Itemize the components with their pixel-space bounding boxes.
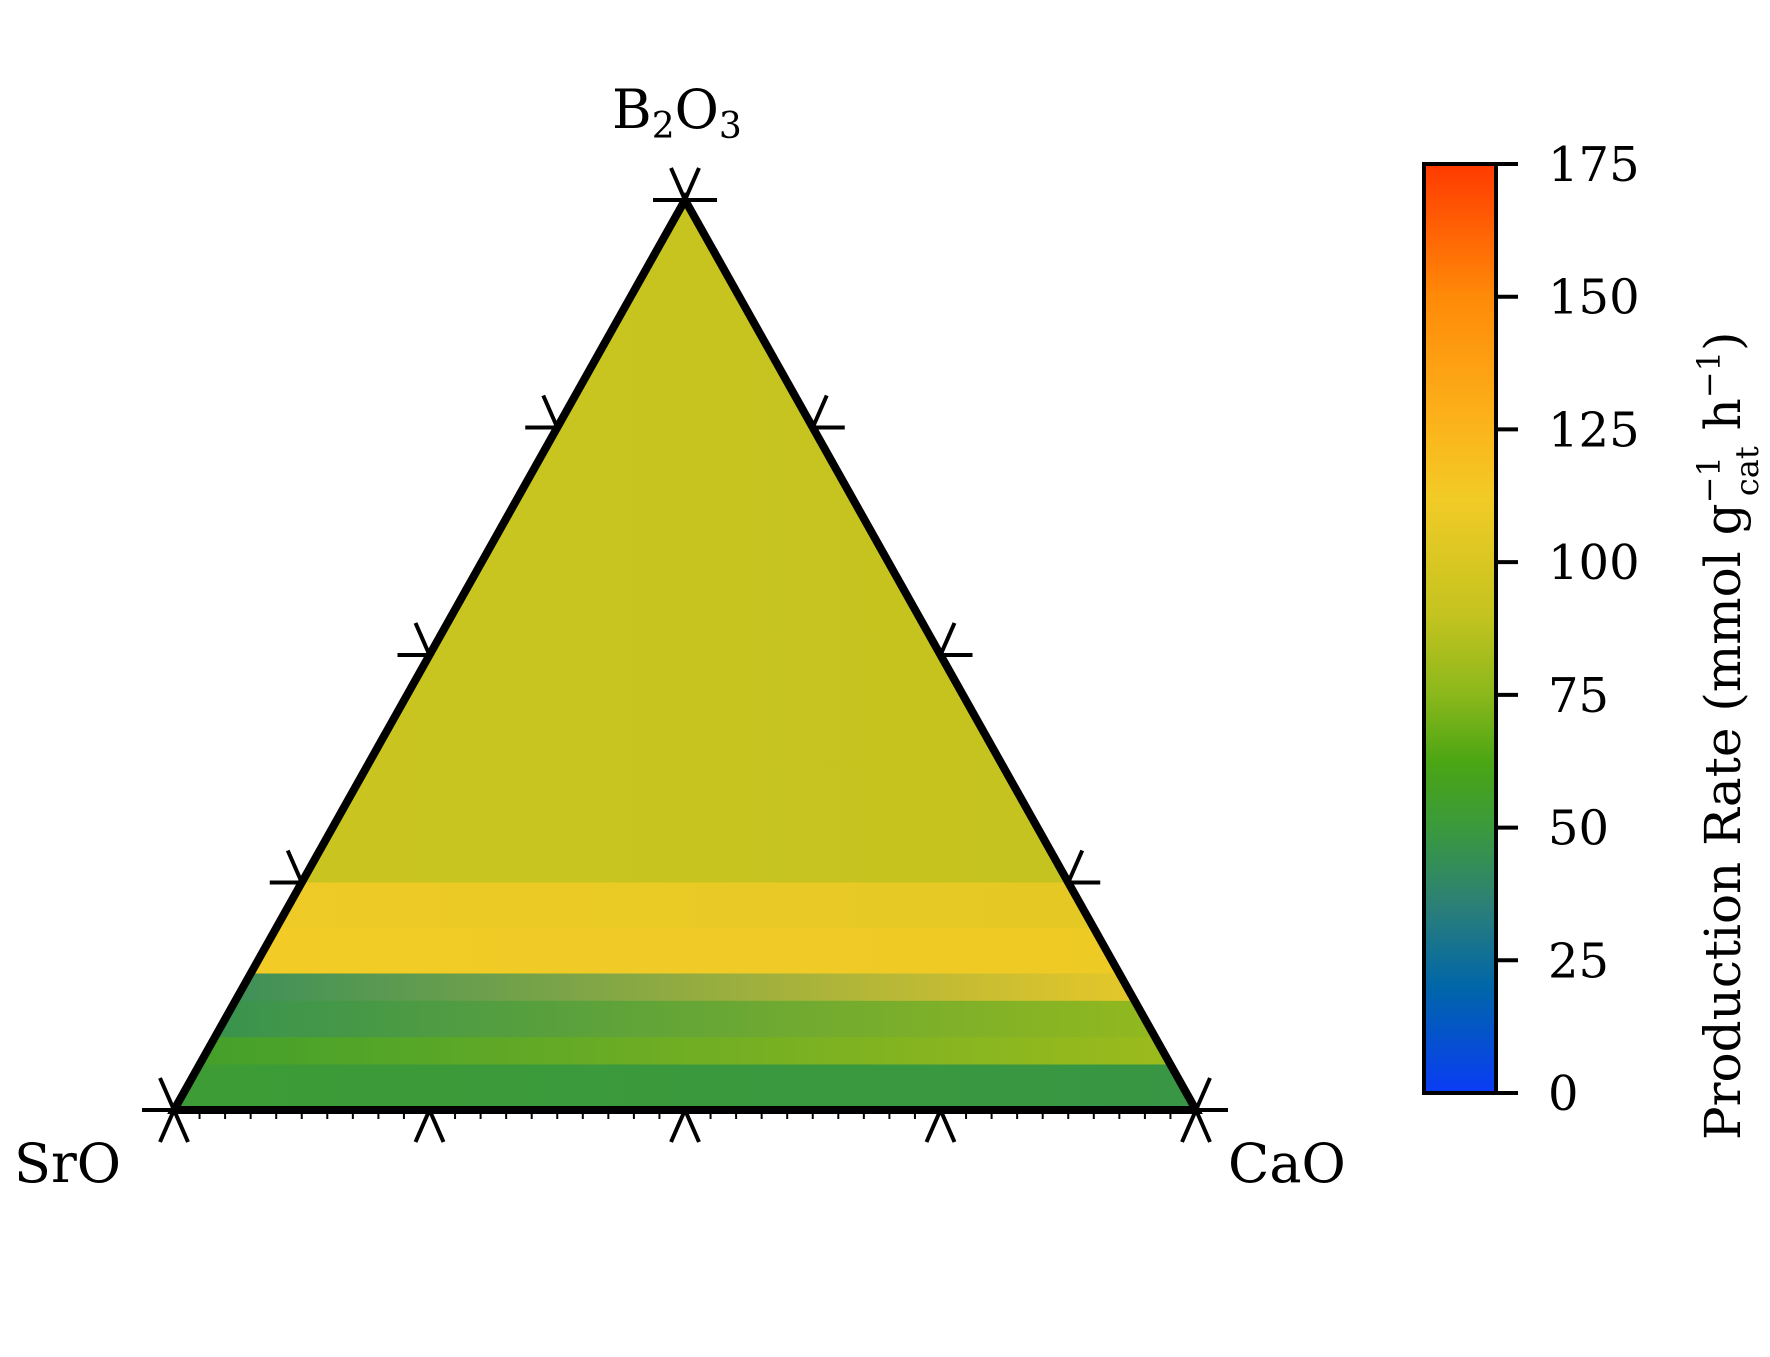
heatmap-band	[174, 882, 1196, 929]
heatmap-band	[174, 200, 1196, 884]
tick-mark	[158, 1109, 176, 1143]
colorbar-tick-label: 75	[1548, 668, 1609, 724]
tick-mark	[413, 1109, 432, 1143]
colorbar-tick-label: 150	[1548, 270, 1640, 326]
vertex-label-right: CaO	[1228, 1132, 1346, 1195]
tick-mark	[172, 1109, 190, 1143]
heatmap-band	[174, 1000, 1196, 1039]
tick-mark	[683, 1109, 701, 1143]
tick-mark	[924, 1109, 943, 1143]
tick-mark	[669, 1109, 687, 1143]
heatmap-band	[174, 1037, 1196, 1066]
colorbar-label: Production Rate (mmol g−1cat h−1)	[1690, 332, 1766, 1140]
tick-mark	[541, 394, 560, 429]
tick-mark	[683, 167, 701, 201]
tick-mark	[938, 622, 957, 656]
heatmap-band	[174, 928, 1196, 975]
colorbar-tick-label: 125	[1548, 402, 1640, 458]
tick-mark	[810, 394, 829, 429]
tick-mark	[1180, 1109, 1198, 1143]
tick-mark	[158, 1077, 176, 1111]
ternary-ticks	[142, 167, 1228, 1143]
tick-mark	[669, 167, 687, 201]
heatmap-band	[174, 973, 1196, 1002]
colorbar-tick-label: 25	[1548, 933, 1609, 989]
vertex-label-top: B2O3	[612, 78, 742, 147]
colorbar-tick-label: 175	[1548, 137, 1640, 193]
colorbar-ticks: 0 25 50 75 100 125 150 175	[1496, 137, 1640, 1122]
ternary-heatmap	[174, 200, 1196, 1110]
tick-mark	[1194, 1109, 1212, 1143]
tick-mark	[413, 622, 432, 656]
colorbar: 0 25 50 75 100 125 150 175 Production Rate (mmo…	[1422, 137, 1766, 1140]
tick-mark	[285, 849, 304, 884]
colorbar-tick-label: 0	[1548, 1066, 1579, 1122]
tick-mark	[427, 1109, 446, 1143]
tick-mark	[1066, 849, 1085, 884]
tick-mark	[938, 1109, 957, 1143]
vertex-label-left: SrO	[14, 1132, 121, 1195]
tick-mark	[1194, 1077, 1212, 1111]
colorbar-gradient	[1422, 162, 1498, 1095]
colorbar-tick-label: 100	[1548, 535, 1640, 591]
colorbar-tick-label: 50	[1548, 801, 1609, 857]
heatmap-band	[174, 1064, 1196, 1110]
